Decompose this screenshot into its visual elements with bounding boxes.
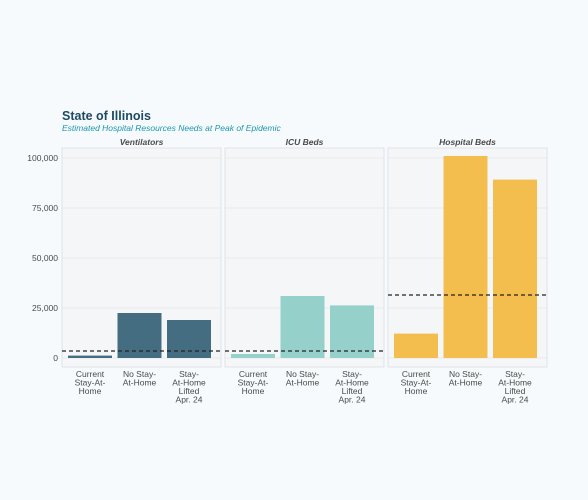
x-tick-label: Stay- xyxy=(179,369,199,379)
bar-icu-beds-0 xyxy=(231,354,275,358)
x-tick-label: Apr. 24 xyxy=(502,395,529,405)
bar-icu-beds-1 xyxy=(280,296,325,358)
x-tick-label: Lifted xyxy=(179,386,200,396)
y-tick-label: 25,000 xyxy=(32,303,58,313)
x-tick-label: No Stay- xyxy=(449,369,482,379)
bar-ventilators-2 xyxy=(167,320,211,358)
x-tick-label: Stay- xyxy=(342,369,362,379)
panel-strip xyxy=(388,136,547,148)
bar-icu-beds-2 xyxy=(330,305,374,358)
x-tick-label: Lifted xyxy=(342,386,363,396)
x-tick-label: At-Home xyxy=(335,378,369,388)
panel-strip xyxy=(62,136,221,148)
chart-subtitle: Estimated Hospital Resources Needs at Pe… xyxy=(62,123,281,133)
x-tick-label: At-Home xyxy=(449,378,483,388)
x-tick-label: No Stay- xyxy=(286,369,319,379)
x-tick-label: Apr. 24 xyxy=(339,395,366,405)
x-tick-label: Current xyxy=(239,369,268,379)
x-tick-label: Current xyxy=(76,369,105,379)
y-tick-label: 0 xyxy=(53,353,58,363)
x-tick-label: Current xyxy=(402,369,431,379)
x-tick-label: Stay- xyxy=(505,369,525,379)
bar-hospital-beds-2 xyxy=(493,179,537,358)
x-tick-label: Stay-At- xyxy=(75,378,106,388)
y-tick-label: 100,000 xyxy=(27,153,58,163)
x-tick-label: No Stay- xyxy=(123,369,156,379)
bar-hospital-beds-1 xyxy=(443,156,488,358)
x-tick-label: Stay-At- xyxy=(238,378,269,388)
bar-ventilators-0 xyxy=(68,355,112,358)
x-tick-label: Home xyxy=(405,386,428,396)
bar-hospital-beds-0 xyxy=(394,333,438,358)
x-tick-label: At-Home xyxy=(498,378,532,388)
chart-title: State of Illinois xyxy=(62,109,151,123)
x-tick-label: At-Home xyxy=(123,378,157,388)
x-tick-label: At-Home xyxy=(172,378,206,388)
x-tick-label: At-Home xyxy=(286,378,320,388)
panel-title: ICU Beds xyxy=(286,137,324,147)
panel-title: Hospital Beds xyxy=(439,137,496,147)
x-tick-label: Home xyxy=(79,386,102,396)
panel-strip xyxy=(225,136,384,148)
x-tick-label: Home xyxy=(242,386,265,396)
panel-title: Ventilators xyxy=(120,137,164,147)
y-tick-label: 75,000 xyxy=(32,203,58,213)
y-axis: 0 25,000 50,000 75,000 100,000 xyxy=(27,153,58,363)
x-tick-label: Stay-At- xyxy=(401,378,432,388)
x-tick-label: Apr. 24 xyxy=(176,395,203,405)
y-tick-label: 50,000 xyxy=(32,253,58,263)
x-tick-label: Lifted xyxy=(505,386,526,396)
